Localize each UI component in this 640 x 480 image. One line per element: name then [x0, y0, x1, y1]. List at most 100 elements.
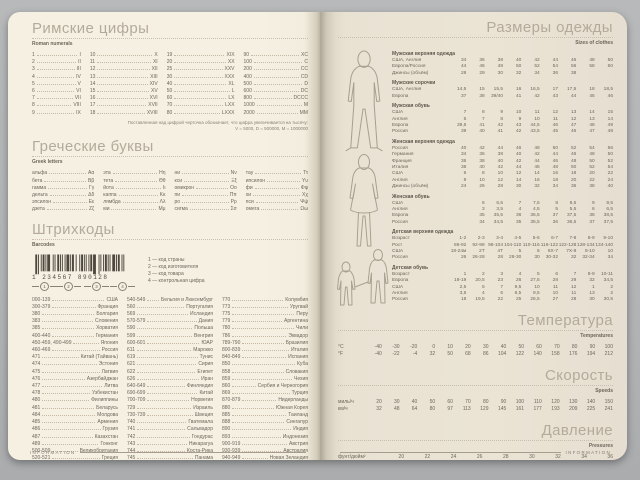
dotted-leader	[42, 429, 101, 431]
pair-row: 300-379 Франция	[32, 304, 118, 311]
dotted-leader	[189, 209, 229, 211]
unit-value: 140	[586, 398, 596, 405]
unit-value: 32	[429, 351, 436, 358]
size-value: 28	[497, 183, 503, 189]
size-value: 28	[460, 70, 467, 76]
pair-label: ми	[103, 206, 110, 213]
size-value: 9	[518, 116, 522, 122]
size-value: 36	[552, 219, 558, 225]
size-value: 46	[552, 158, 558, 164]
pair-row: дзета Ζζ	[32, 206, 94, 213]
footer-rule	[340, 452, 561, 453]
size-row-label: Англия	[392, 291, 408, 297]
pair-value: Филиппины	[91, 397, 118, 404]
dotted-leader	[136, 350, 192, 352]
pair-row: 700-709 Норвегия	[127, 397, 213, 404]
size-value: 13	[589, 291, 595, 297]
dotted-leader	[232, 386, 256, 388]
pair-value: Исландия	[190, 311, 213, 318]
pair-value: Ωω	[300, 206, 308, 213]
pair-value: Φφ	[300, 184, 308, 191]
size-row: Европа 35 35,5 36 36,5 37 37,5 38 38,5	[392, 213, 613, 219]
size-value: 39,5	[456, 123, 467, 129]
pair-label: 730-739	[127, 411, 146, 418]
size-value: 8-10	[585, 249, 595, 255]
dotted-rule	[32, 156, 308, 158]
pair-label: 25	[166, 66, 173, 73]
pair-value: XVIII	[146, 109, 158, 116]
dotted-leader	[122, 202, 158, 204]
size-value: 4Т	[497, 249, 503, 255]
dotted-leader	[137, 306, 185, 308]
pair-label: 869	[222, 390, 231, 397]
size-row-label: Возраст	[392, 236, 410, 242]
roman-footnote: Поставленная над цифрой черточка обознач…	[32, 120, 308, 132]
section-title-barcodes: Штрихкоды	[32, 220, 115, 238]
pair-label: 940-949	[222, 455, 241, 460]
size-value: 11	[571, 291, 577, 297]
unit-value: 209	[569, 406, 578, 413]
size-value: 24	[460, 183, 467, 189]
size-value: 6	[536, 249, 540, 255]
pair-row: 860 Сербия и Черногория	[222, 383, 308, 390]
pair-value: Ρρ	[230, 199, 237, 206]
barcode-marker: 4	[110, 281, 135, 291]
dotted-leader	[232, 306, 288, 308]
size-value: 26	[479, 183, 485, 189]
pair-row: омикрон Οο	[175, 185, 237, 192]
pair-row: 540-549 Бельгия и Люксембург	[127, 297, 213, 304]
size-value: 25	[515, 297, 522, 303]
size-value: 44	[460, 64, 467, 70]
pair-label: 770	[222, 296, 231, 303]
unit-value: 36	[607, 453, 613, 460]
unit-value: 212	[604, 351, 613, 358]
pair-row: 870-879 Нидерланды	[222, 397, 308, 404]
planner-spread: Римские цифры Roman numerals 1 I 2 II 3 III 4 I…	[8, 12, 627, 460]
pair-label: 500	[243, 80, 252, 87]
pair-row: 858 Словакия	[222, 369, 308, 376]
size-value: 5	[536, 272, 540, 278]
pair-label: 485	[32, 419, 41, 426]
pair-value: Турция	[291, 390, 308, 397]
size-value: 4	[518, 272, 522, 278]
dotted-leader	[36, 62, 77, 64]
size-value: 16	[534, 177, 540, 183]
size-value: 36	[460, 158, 467, 164]
size-value: 38	[479, 158, 485, 164]
size-value: 45	[589, 93, 595, 99]
pair-value: XVII	[148, 102, 158, 109]
dotted-leader	[52, 450, 78, 452]
pair-label: 858	[222, 368, 231, 375]
size-value: 44	[497, 146, 503, 152]
pair-value: Αα	[88, 170, 95, 177]
pair-row: 890 Индия	[222, 426, 308, 433]
pair-label: 15	[89, 88, 96, 95]
size-value: 19,5	[475, 297, 485, 303]
pair-value: Гондурас	[191, 433, 213, 440]
pair-label: 520-521	[32, 455, 51, 460]
pair-label: гамма	[32, 184, 47, 191]
dotted-leader	[42, 443, 99, 445]
dotted-leader	[255, 202, 299, 204]
size-value: 5	[481, 284, 485, 290]
pair-row: 90 XC	[244, 52, 308, 59]
pair-value: XVI	[149, 95, 158, 102]
size-value: 32	[589, 278, 595, 284]
size-value: 36	[570, 183, 577, 189]
unit-value: 130	[569, 398, 578, 405]
size-value: 8,5	[514, 291, 522, 297]
pair-row: 600-601 ЮАР	[127, 340, 213, 347]
pair-label: 450-459, 490-499	[32, 339, 72, 346]
size-value: 40	[515, 152, 522, 158]
dotted-leader	[42, 393, 91, 395]
size-value: 9,5	[606, 200, 613, 206]
pair-row: эпсилон Εε	[32, 199, 94, 206]
dotted-leader	[42, 364, 97, 366]
size-value	[448, 220, 466, 226]
pair-label: 50	[166, 88, 173, 95]
pair-value: Ττ	[302, 170, 308, 177]
pair-value: Чили	[296, 325, 308, 332]
pair-row: 9 IX	[32, 110, 81, 117]
size-value: 11	[534, 110, 540, 116]
unit-value: 34	[581, 453, 587, 460]
